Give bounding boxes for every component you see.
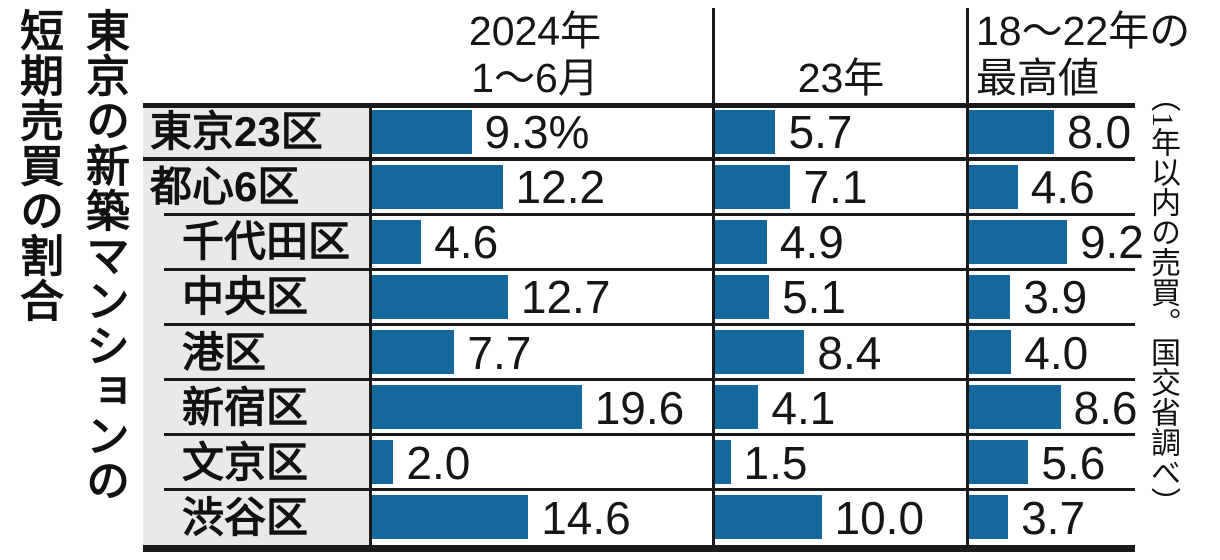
row-label: 新宿区	[182, 383, 309, 431]
row-separator	[164, 323, 1135, 326]
value-label-1: 7.7	[467, 326, 532, 379]
row-separator	[164, 488, 1135, 492]
row-label: 港区	[182, 328, 267, 376]
bar-3	[968, 330, 1012, 374]
bar-1	[372, 164, 503, 209]
bar-1	[372, 330, 455, 374]
bar-3	[968, 495, 1009, 540]
bar-3	[968, 385, 1061, 430]
bar-2	[714, 495, 822, 540]
value-label-2: 1.5	[743, 436, 808, 489]
value-label-2: 10.0	[834, 491, 925, 544]
row-separator	[164, 433, 1135, 437]
row-separator	[164, 212, 1135, 216]
row-label: 渋谷区	[182, 493, 309, 541]
bar-3	[968, 274, 1011, 319]
value-label-3: 4.6	[1030, 161, 1095, 214]
value-label-3: 3.7	[1021, 491, 1086, 544]
value-label-2: 7.1	[803, 161, 868, 214]
value-label-3: 8.6	[1073, 381, 1138, 434]
bar-2	[714, 440, 731, 485]
column-header-2024-line1: 2024年	[468, 8, 602, 54]
bar-2	[714, 274, 770, 319]
row-label: 文京区	[182, 438, 309, 486]
table-top-border	[143, 103, 1135, 108]
chart-title-line1: 東京の新築マンションの	[79, 8, 128, 503]
bar-1	[372, 385, 582, 430]
column-header-18-22-line1: 18〜22年の	[976, 8, 1191, 54]
bar-3	[968, 109, 1055, 154]
bar-1	[372, 495, 529, 540]
value-label-2: 5.1	[782, 271, 847, 324]
value-label-1: 12.2	[515, 161, 606, 214]
value-label-3: 9.2	[1079, 216, 1144, 269]
column-header-2024: 2024年 1〜6月	[357, 8, 713, 102]
column-header-2024-line2: 1〜6月	[471, 55, 599, 101]
bar-1	[372, 219, 422, 264]
value-label-1: 19.6	[594, 381, 685, 434]
bar-1	[372, 440, 394, 485]
bar-3	[968, 440, 1029, 485]
bar-2	[714, 109, 776, 154]
chart-title-line2: 短期売買の割合	[13, 8, 62, 323]
row-label: 中央区	[182, 273, 309, 321]
value-label-1: 9.3%	[484, 106, 590, 158]
value-label-3: 3.9	[1023, 271, 1088, 324]
bar-2	[714, 385, 759, 430]
bar-2	[714, 219, 767, 264]
row-separator	[164, 378, 1135, 382]
value-label-2: 4.9	[779, 216, 844, 269]
value-label-3: 8.0	[1067, 106, 1132, 158]
source-note: （1年以内の売買。国交省調べ）	[1146, 82, 1179, 517]
value-label-2: 4.1	[771, 381, 836, 434]
bar-3	[968, 219, 1067, 264]
column-separator-1	[712, 8, 715, 545]
column-header-2023-line2: 23年	[797, 55, 885, 101]
column-header-18-22: 18〜22年の 最高値	[976, 8, 1220, 102]
bar-1	[372, 274, 508, 319]
value-label-1: 4.6	[434, 216, 499, 269]
value-label-1: 14.6	[541, 491, 631, 544]
value-label-1: 12.7	[520, 271, 611, 324]
bar-2	[714, 330, 805, 374]
row-label: 東京23区	[150, 108, 323, 155]
value-label-2: 5.7	[788, 106, 853, 158]
bar-3	[968, 164, 1018, 209]
bar-1	[372, 109, 472, 154]
column-header-2023-line1	[715, 8, 967, 55]
value-label-3: 4.0	[1024, 326, 1089, 379]
bar-2	[714, 164, 791, 209]
table-bottom-border	[143, 545, 1135, 552]
chart-title: 東京の新築マンションの 短期売買の割合	[4, 8, 136, 556]
value-label-1: 2.0	[406, 436, 471, 489]
value-label-3: 5.6	[1041, 436, 1106, 489]
value-label-2: 8.4	[817, 326, 882, 379]
column-header-2023: 23年	[715, 8, 967, 102]
column-header-18-22-line2: 最高値	[976, 55, 1099, 101]
row-separator-heavy	[143, 156, 1135, 162]
row-separator	[164, 267, 1135, 271]
row-label: 都心6区	[150, 163, 300, 211]
column-separator-2	[966, 8, 969, 545]
row-label: 千代田区	[182, 218, 351, 266]
